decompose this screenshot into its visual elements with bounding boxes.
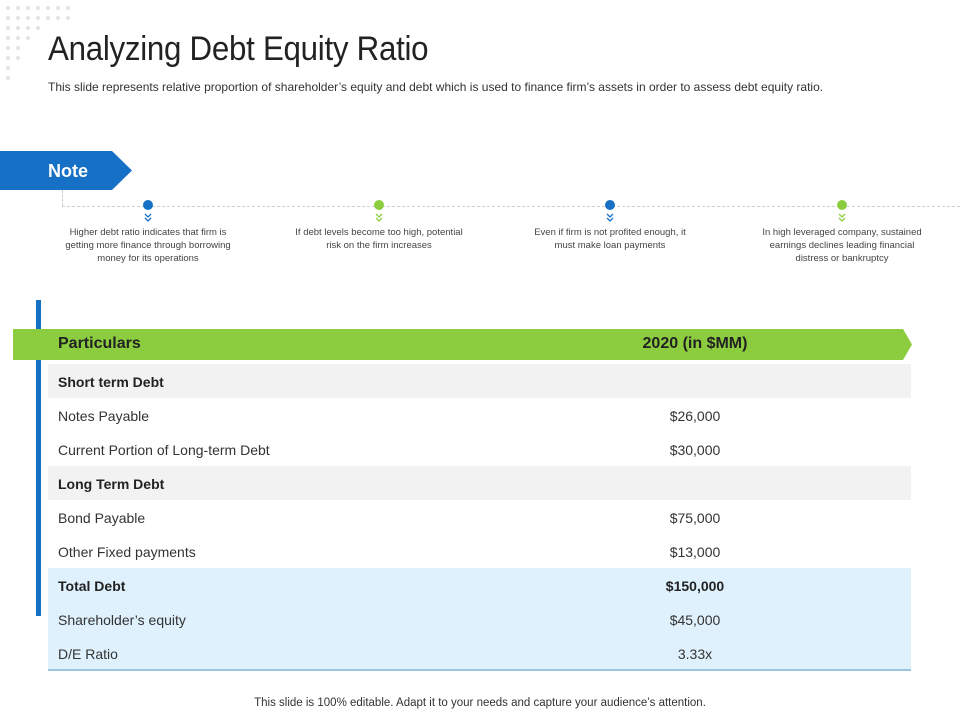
- timeline-connector: [62, 190, 63, 206]
- header-particulars: Particulars: [58, 335, 141, 352]
- timeline-dot: [143, 200, 153, 210]
- footer-note: This slide is 100% editable. Adapt it to…: [254, 697, 706, 709]
- table-row: Long Term Debt: [48, 466, 911, 500]
- row-value: $45,000: [669, 612, 721, 628]
- note-tag: [0, 151, 132, 190]
- row-label: Short term Debt: [58, 374, 164, 390]
- timeline-dot: [374, 200, 384, 210]
- table-bottom-rule: [48, 669, 911, 671]
- note-text: Even if firm is not profited enough, it …: [534, 227, 686, 251]
- table-row: Shareholder’s equity $45,000: [48, 602, 911, 636]
- header-year: 2020 (in $MM): [642, 335, 748, 352]
- page-subtitle: This slide represents relative proportio…: [48, 80, 824, 94]
- row-value: $26,000: [669, 408, 721, 424]
- table-row: Other Fixed payments $13,000: [48, 534, 911, 568]
- double-chevron-down-icon: [144, 213, 152, 222]
- decorative-dot-pattern: [6, 6, 70, 80]
- note-text: In high leveraged company, sustained ear…: [762, 227, 922, 264]
- debt-table: Short term Debt Notes Payable $26,000 Cu…: [48, 364, 911, 670]
- row-label: Shareholder’s equity: [58, 612, 186, 628]
- row-label: Current Portion of Long-term Debt: [58, 442, 270, 458]
- note-text: Higher debt ratio indicates that firm is…: [65, 227, 231, 264]
- double-chevron-down-icon: [375, 213, 383, 222]
- note-item-2: If debt levels become too high, potentia…: [294, 200, 464, 252]
- double-chevron-down-icon: [838, 213, 846, 222]
- double-chevron-down-icon: [606, 213, 614, 222]
- table-row: Bond Payable $75,000: [48, 500, 911, 534]
- row-label: Total Debt: [58, 578, 126, 594]
- note-label: Note: [48, 161, 88, 181]
- row-value: $150,000: [665, 578, 725, 594]
- note-item-1: Higher debt ratio indicates that firm is…: [63, 200, 233, 265]
- row-value: $30,000: [669, 442, 721, 458]
- row-value: $13,000: [669, 544, 721, 560]
- row-label: Other Fixed payments: [58, 544, 196, 560]
- table-row: D/E Ratio 3.33x: [48, 636, 911, 670]
- table-row-total: Total Debt $150,000: [48, 568, 911, 602]
- timeline-dot: [605, 200, 615, 210]
- accent-sidebar-bar: [36, 300, 41, 616]
- table-row: Short term Debt: [48, 364, 911, 398]
- row-label: D/E Ratio: [58, 646, 118, 662]
- timeline-dot: [837, 200, 847, 210]
- row-label: Long Term Debt: [58, 476, 165, 492]
- row-value: 3.33x: [677, 646, 713, 662]
- timeline-line: [62, 206, 960, 207]
- note-item-4: In high leveraged company, sustained ear…: [757, 200, 927, 265]
- row-value: $75,000: [669, 510, 721, 526]
- table-row: Notes Payable $26,000: [48, 398, 911, 432]
- note-text: If debt levels become too high, potentia…: [295, 227, 463, 251]
- page-title: Analyzing Debt Equity Ratio: [48, 30, 429, 68]
- row-label: Bond Payable: [58, 510, 146, 526]
- table-header-band: [13, 329, 912, 360]
- note-item-3: Even if firm is not profited enough, it …: [525, 200, 695, 252]
- table-row: Current Portion of Long-term Debt $30,00…: [48, 432, 911, 466]
- row-label: Notes Payable: [58, 408, 150, 424]
